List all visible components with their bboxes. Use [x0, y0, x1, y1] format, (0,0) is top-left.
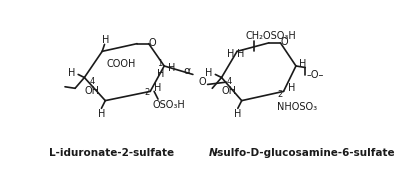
Text: H: H — [102, 35, 109, 45]
Text: H: H — [237, 49, 245, 59]
Text: COOH: COOH — [107, 59, 136, 69]
Text: OH: OH — [85, 86, 100, 96]
Text: 2: 2 — [145, 89, 150, 97]
Text: H: H — [98, 109, 105, 119]
Text: O: O — [198, 77, 206, 87]
Text: H: H — [157, 69, 164, 79]
Text: H: H — [205, 68, 212, 78]
Text: OH: OH — [222, 86, 237, 96]
Text: OSO₃H: OSO₃H — [152, 100, 185, 110]
Text: H: H — [287, 83, 295, 93]
Text: N: N — [208, 148, 217, 158]
Text: O: O — [280, 37, 288, 47]
Text: –O–: –O– — [307, 70, 324, 80]
Text: CH₂OSO₃H: CH₂OSO₃H — [246, 31, 297, 41]
Text: L-iduronate-2-sulfate: L-iduronate-2-sulfate — [49, 148, 174, 158]
Text: α: α — [184, 66, 191, 76]
Text: H: H — [67, 68, 75, 78]
Text: H: H — [168, 63, 176, 72]
Text: H: H — [154, 83, 162, 93]
Text: -sulfo-D-glucosamine-6-sulfate: -sulfo-D-glucosamine-6-sulfate — [214, 148, 396, 158]
Text: H: H — [299, 59, 307, 69]
Text: H: H — [227, 49, 234, 59]
Text: NHOSO₃: NHOSO₃ — [278, 102, 318, 112]
Text: 4: 4 — [89, 77, 95, 86]
Text: O: O — [149, 38, 156, 48]
Text: 1: 1 — [157, 59, 162, 68]
Text: H: H — [234, 109, 242, 119]
Text: 2: 2 — [278, 90, 283, 99]
Text: 4: 4 — [227, 77, 232, 86]
